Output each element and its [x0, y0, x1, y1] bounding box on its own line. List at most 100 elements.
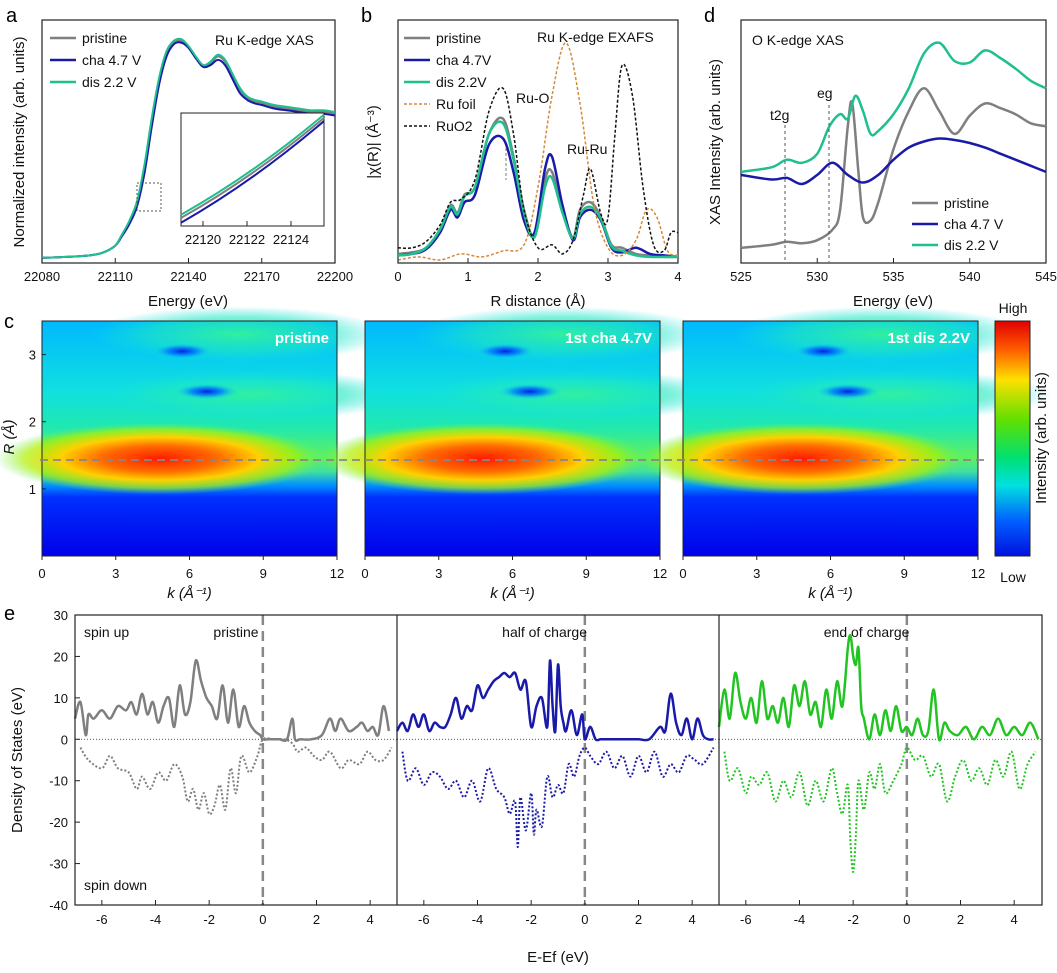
- panel-b-legend: pristine cha 4.7V dis 2.2V Ru foil RuO2: [404, 30, 492, 134]
- wavelet-map-title: pristine: [275, 330, 329, 347]
- x-tick-label: 22170: [244, 269, 280, 284]
- dos-subplot-title: end of charge: [824, 624, 910, 640]
- x-tick-label: 3: [604, 269, 611, 284]
- series-line-dis-2.2-V: [41, 37, 336, 259]
- wavelet-map-feature: [88, 306, 389, 363]
- spin-up-dos-line: [395, 659, 714, 742]
- wavelet-map-3: 1st dis 2.2V 0 3 6 9 12 k (Å⁻¹): [636, 306, 1052, 602]
- panel-e-y-ticks: 30 20 10 0 -10 -20 -30 -40: [49, 608, 80, 913]
- panel-d-chart: O K-edge XAS t2g eg pristine cha 4.7 V dis…: [707, 19, 1057, 310]
- wavelet-map-feature: [475, 343, 536, 360]
- panel-d-legend: pristine cha 4.7 V dis 2.2 V: [912, 195, 1004, 253]
- x-tick-label: 3: [112, 566, 119, 581]
- x-tick-label: 3: [753, 566, 760, 581]
- wavelet-map-feature: [731, 369, 1052, 420]
- x-tick-label: 0: [394, 269, 401, 284]
- panel-c-colorbar-low: Low: [1000, 569, 1027, 585]
- x-tick-label: 4: [689, 912, 696, 927]
- spin-down-dos-line: [79, 737, 393, 816]
- x-tick-label: -6: [418, 912, 430, 927]
- series-line-dis-2.2V: [397, 120, 678, 259]
- panel-d-x-label: Energy (eV): [853, 293, 933, 310]
- inset-line-dis-2.2-V: [180, 113, 325, 216]
- panel-d-series: [740, 41, 1047, 250]
- panel-b-chart: Ru K-edge EXAFS Ru-O Ru-Ru pristine cha 4…: [365, 19, 682, 310]
- series-line-RuO2: [397, 63, 679, 255]
- x-tick-label: -4: [472, 912, 484, 927]
- dos-subplot-2: half of charge -6 -4 -2 0 2 4: [395, 615, 719, 927]
- dos-subplot-3: end of charge -6 -4 -2 0 2 4: [717, 615, 1041, 927]
- x-tick-label: -6: [96, 912, 108, 927]
- legend-label: cha 4.7 V: [82, 52, 142, 68]
- legend-label: pristine: [944, 195, 989, 211]
- x-tick-label: -2: [847, 912, 859, 927]
- panel-b-series: [397, 42, 679, 261]
- panel-d-eg-annotation: eg: [817, 85, 833, 101]
- wavelet-map-feature: [90, 369, 411, 420]
- y-tick-label: -40: [49, 898, 68, 913]
- panel-e-y-label: Density of States (eV): [9, 687, 26, 833]
- x-tick-label: 9: [901, 566, 908, 581]
- x-tick-label: 0: [581, 912, 588, 927]
- panel-c-colorbar: [994, 320, 1031, 557]
- x-tick-label: 545: [1035, 269, 1057, 284]
- panel-e-spin-up-label: spin up: [84, 624, 129, 640]
- x-tick-label: -4: [794, 912, 806, 927]
- x-tick-label: -6: [740, 912, 752, 927]
- x-tick-label: -2: [525, 912, 537, 927]
- x-tick-label: 0: [679, 566, 686, 581]
- wavelet-map-main-peak: [0, 422, 325, 495]
- panel-b-ru-ru-annotation: Ru-Ru: [567, 141, 607, 157]
- x-tick-label: 3: [435, 566, 442, 581]
- panel-label-d: d: [704, 5, 715, 27]
- panel-label-e: e: [4, 603, 15, 625]
- wavelet-map-feature: [497, 383, 562, 400]
- wavelet-map-x-label: k (Å⁻¹): [808, 585, 853, 602]
- panel-d-x-ticks: 525 530 535 540 545: [730, 258, 1057, 284]
- panel-label-c: c: [4, 311, 14, 333]
- x-tick-label: 22122: [229, 232, 265, 247]
- y-tick-label: 0: [61, 732, 68, 747]
- wavelet-map-feature: [729, 306, 1030, 363]
- y-tick-label: 2: [29, 415, 36, 430]
- inset-line-cha-4.7-V: [180, 120, 325, 224]
- panel-a-chart: 22120 22122 22124 Ru K-edge XAS pristine ch…: [11, 19, 353, 310]
- y-tick-label: 10: [54, 691, 68, 706]
- x-tick-label: 22080: [24, 269, 60, 284]
- x-tick-label: 4: [1011, 912, 1018, 927]
- x-tick-label: 525: [730, 269, 752, 284]
- panel-b-title: Ru K-edge EXAFS: [537, 29, 654, 45]
- x-tick-label: 22140: [170, 269, 206, 284]
- panel-b-x-label: R distance (Å): [490, 293, 585, 310]
- legend-label: dis 2.2 V: [944, 237, 999, 253]
- x-tick-label: 1: [464, 269, 471, 284]
- spin-down-dos-line: [723, 746, 1037, 873]
- panel-label-b: b: [361, 5, 372, 27]
- panel-a-x-ticks: 22080 22110 22140 22170 22200: [24, 258, 353, 284]
- legend-label: pristine: [436, 30, 481, 46]
- x-tick-label: 2: [635, 912, 642, 927]
- spin-up-dos-line: [73, 658, 391, 743]
- y-tick-label: 3: [29, 348, 36, 363]
- wavelet-map-x-label: k (Å⁻¹): [490, 585, 535, 602]
- panel-label-a: a: [6, 5, 18, 27]
- y-tick-label: -20: [49, 815, 68, 830]
- panel-b-ru-o-annotation: Ru-O: [516, 90, 550, 106]
- legend-label: cha 4.7V: [436, 52, 492, 68]
- x-tick-label: 6: [827, 566, 834, 581]
- series-line-cha-4.7V: [397, 134, 679, 259]
- panel-b-y-label: |χ(R)| (Å⁻³): [365, 105, 382, 179]
- x-tick-label: 12: [653, 566, 667, 581]
- x-tick-label: 0: [259, 912, 266, 927]
- panel-a-title: Ru K-edge XAS: [215, 32, 314, 48]
- panel-d-t2g-annotation: t2g: [770, 107, 789, 123]
- wavelet-map-feature: [413, 369, 734, 420]
- panel-b-x-ticks: 0 1 2 3 4: [394, 258, 682, 284]
- x-tick-label: 0: [38, 566, 45, 581]
- x-tick-label: 22200: [317, 269, 353, 284]
- wavelet-map-x-label: k (Å⁻¹): [167, 585, 212, 602]
- panel-e-spin-down-label: spin down: [84, 877, 147, 893]
- panel-d-title: O K-edge XAS: [752, 32, 844, 48]
- legend-label: cha 4.7 V: [944, 216, 1004, 232]
